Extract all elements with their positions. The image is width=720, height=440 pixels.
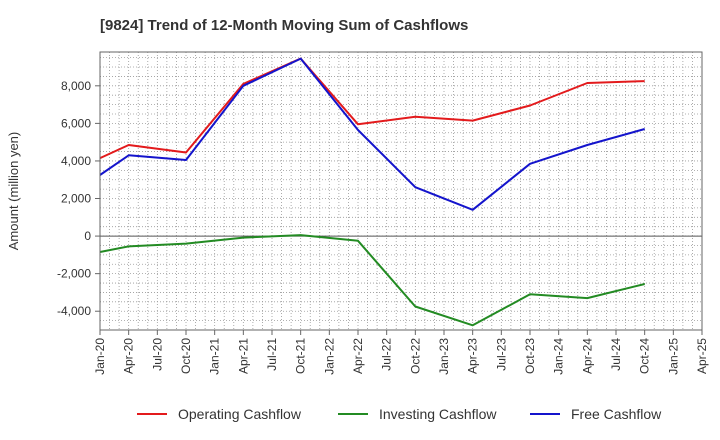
y-tick-label: 4,000 — [61, 154, 91, 168]
x-tick-label: Oct-23 — [523, 338, 537, 374]
y-tick-label: -4,000 — [57, 304, 91, 318]
x-tick-label: Apr-21 — [236, 338, 250, 374]
y-tick-label: 6,000 — [61, 116, 91, 130]
operating-cashflow-line — [99, 57, 645, 160]
grid — [99, 52, 703, 330]
x-tick-label: Oct-22 — [408, 338, 422, 374]
y-tick-label: -2,000 — [57, 267, 91, 281]
plot-frame — [99, 51, 703, 331]
investing-cashflow-line — [99, 234, 645, 327]
x-axis-ticks: Jan-20 Apr-20 Jul-20 Oct-20 Jan-21 Apr-21 Jul-… — [93, 330, 709, 375]
x-tick-label: Jul-22 — [380, 338, 394, 371]
y-axis-label: Amount (million yen) — [6, 132, 21, 251]
x-tick-label: Jul-24 — [609, 338, 623, 371]
x-tick-label: Apr-22 — [351, 338, 365, 374]
x-tick-label: Jan-25 — [666, 338, 680, 375]
x-tick-label: Oct-24 — [638, 338, 652, 374]
free-cashflow-line — [99, 57, 645, 211]
x-tick-label: Jul-23 — [494, 338, 508, 371]
x-tick-label: Apr-25 — [695, 338, 709, 374]
series-lines — [99, 57, 645, 327]
x-tick-label: Apr-20 — [122, 338, 136, 374]
y-tick-label: 8,000 — [61, 79, 91, 93]
legend: Operating Cashflow Investing Cashflow Free… — [137, 406, 662, 422]
x-tick-label: Jul-21 — [265, 338, 279, 371]
x-tick-label: Jan-22 — [322, 338, 336, 375]
x-tick-label: Oct-21 — [294, 338, 308, 374]
y-tick-label: 0 — [84, 229, 91, 243]
legend-label-free-cashflow: Free Cashflow — [571, 406, 662, 422]
legend-label-investing-cashflow: Investing Cashflow — [379, 406, 497, 422]
x-tick-label: Jan-24 — [552, 338, 566, 375]
chart-title: [9824] Trend of 12-Month Moving Sum of C… — [100, 17, 468, 34]
y-tick-label: 2,000 — [61, 192, 91, 206]
legend-label-operating-cashflow: Operating Cashflow — [178, 406, 302, 422]
x-tick-label: Apr-23 — [466, 338, 480, 374]
x-tick-label: Jan-23 — [437, 338, 451, 375]
x-tick-label: Apr-24 — [580, 338, 594, 374]
x-tick-label: Jan-20 — [93, 338, 107, 375]
x-tick-label: Jul-20 — [150, 338, 164, 371]
x-tick-label: Oct-20 — [179, 338, 193, 374]
x-tick-label: Jan-21 — [208, 338, 222, 375]
y-axis-ticks: -4,000 -2,000 0 2,000 4,000 6,000 8,000 — [57, 79, 100, 318]
